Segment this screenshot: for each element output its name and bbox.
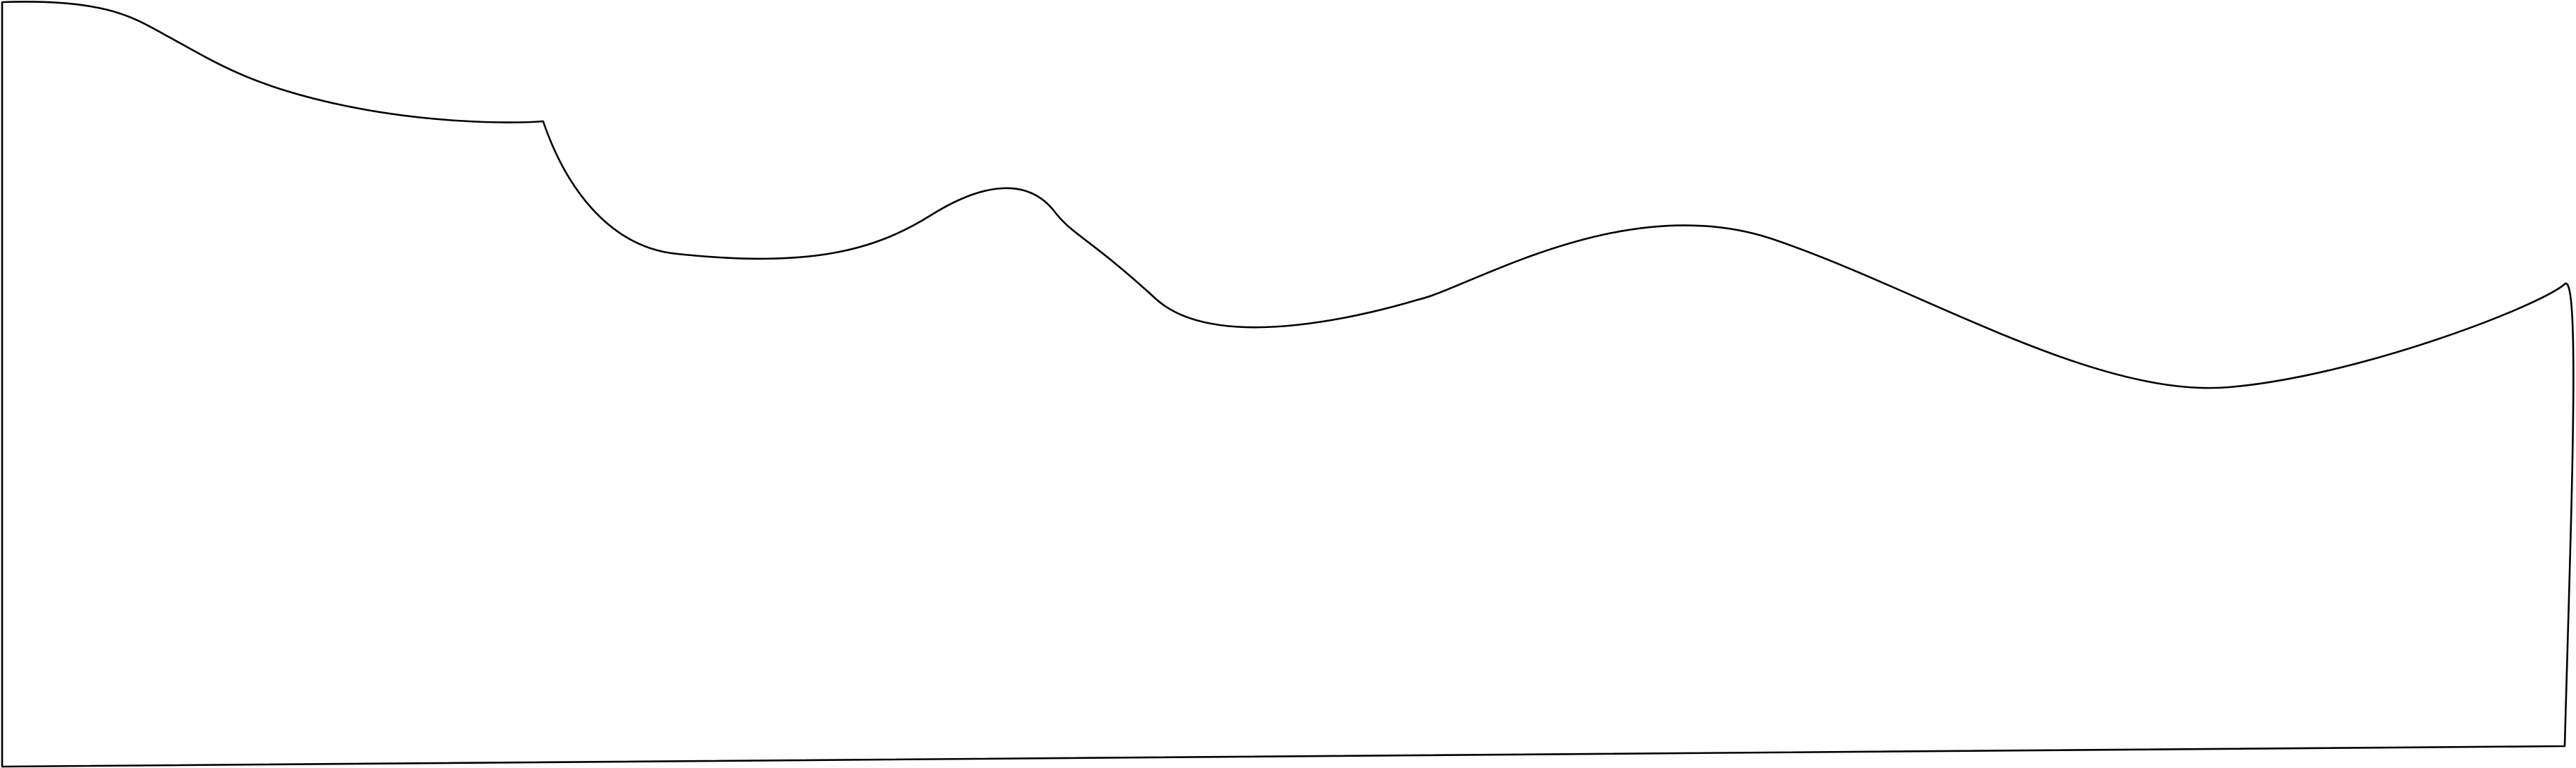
shape-outline-svg [1,1,2575,768]
wavy-top-trapezoid-outline [1,1,2575,768]
